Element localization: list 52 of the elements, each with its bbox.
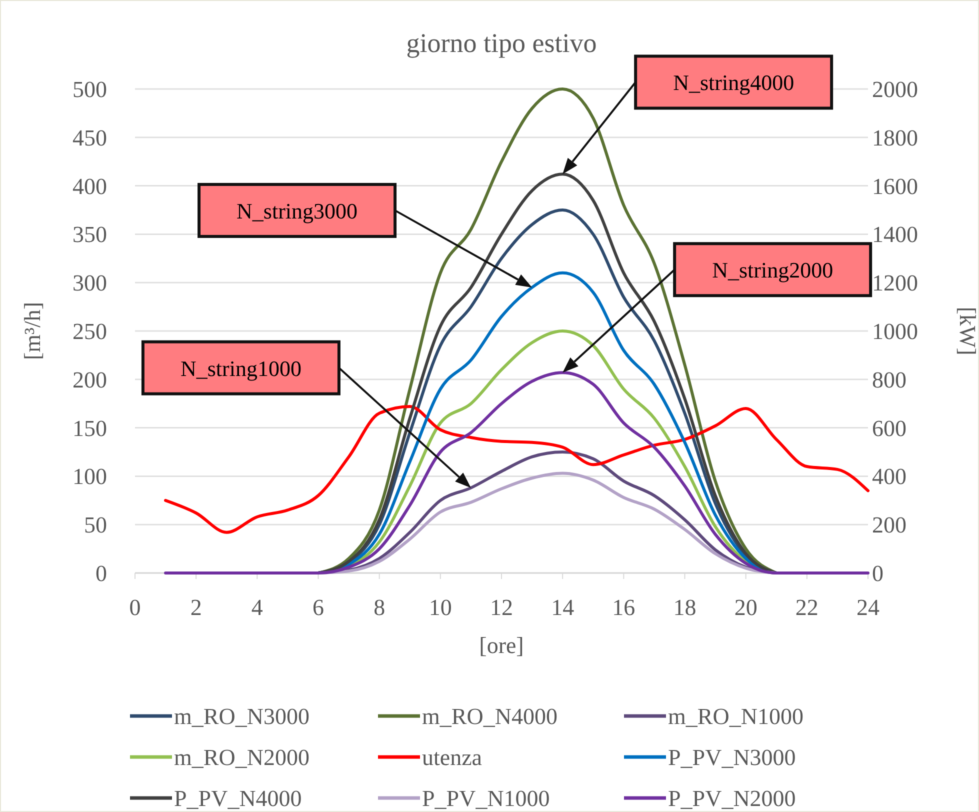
y2-tick-label: 400: [872, 464, 906, 490]
annotation: N_string1000: [180, 356, 302, 381]
legend-label: P_PV_N1000: [422, 786, 550, 811]
annotation: N_string2000: [712, 258, 834, 283]
x-tick-label: 2: [190, 595, 202, 620]
y-tick-label: 350: [72, 222, 107, 248]
y-axis-title: [m³/h]: [20, 302, 45, 360]
y-tick-label: 450: [72, 125, 107, 150]
x-tick-label: 0: [129, 595, 141, 620]
x-tick-label: 16: [612, 595, 636, 620]
y-tick-label: 250: [72, 319, 107, 344]
y-tick-label: 100: [72, 464, 107, 490]
x-tick-label: 20: [734, 595, 758, 620]
y2-axis-title: [kW]: [955, 306, 979, 356]
x-tick-label: 10: [428, 595, 452, 620]
annotation: N_string3000: [236, 198, 358, 224]
y-tick-label: 500: [72, 77, 107, 102]
legend-label: P_PV_N2000: [668, 786, 796, 811]
y2-tick-label: 1200: [872, 270, 918, 296]
y2-tick-label: 0: [872, 561, 884, 586]
y2-tick-label: 800: [872, 367, 906, 392]
y2-tick-label: 1400: [872, 222, 918, 248]
x-tick-label: 24: [856, 595, 880, 620]
y2-tick-label: 2000: [872, 77, 918, 102]
legend-label: m_RO_N4000: [422, 704, 558, 729]
y-tick-label: 150: [72, 416, 107, 441]
annotation: N_string4000: [673, 70, 794, 96]
x-tick-label: 8: [374, 595, 386, 620]
y2-tick-label: 200: [872, 512, 906, 538]
y2-tick-label: 1000: [872, 319, 918, 344]
x-tick-label: 22: [795, 595, 818, 620]
y-tick-label: 300: [72, 270, 107, 296]
chart-title: giorno tipo estivo: [406, 28, 597, 58]
y-tick-label: 200: [72, 367, 107, 392]
y-tick-label: 0: [96, 561, 107, 586]
legend-label: P_PV_N4000: [174, 786, 302, 811]
x-tick-label: 4: [251, 595, 264, 620]
x-tick-label: 14: [551, 595, 575, 620]
y-tick-label: 50: [84, 512, 107, 538]
y-tick-label: 400: [72, 174, 107, 199]
x-axis-title: [ore]: [479, 633, 524, 658]
legend-label: m_RO_N3000: [174, 704, 310, 729]
legend-label: P_PV_N3000: [668, 745, 796, 770]
x-tick-label: 12: [490, 595, 513, 620]
legend-label: m_RO_N2000: [174, 745, 310, 770]
legend-label: utenza: [422, 745, 482, 770]
y2-tick-label: 1600: [872, 174, 918, 199]
y2-tick-label: 600: [872, 416, 906, 441]
legend-label: m_RO_N1000: [668, 704, 804, 729]
y2-tick-label: 1800: [872, 125, 918, 150]
x-tick-label: 6: [312, 595, 324, 620]
x-tick-label: 18: [673, 595, 696, 620]
